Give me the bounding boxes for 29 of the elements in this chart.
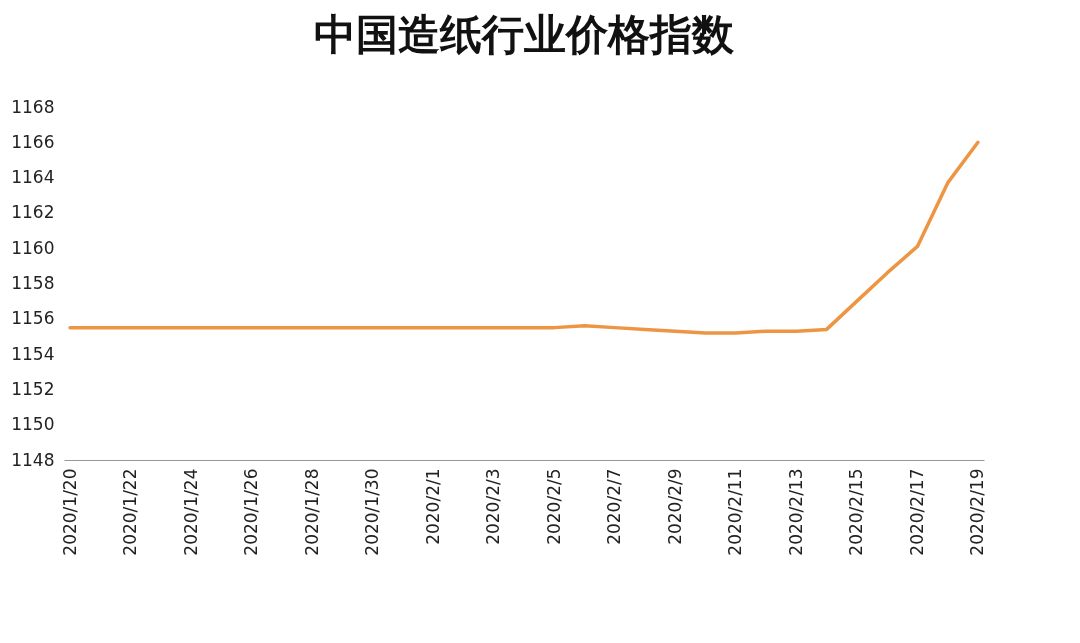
y-tick-label: 1168 <box>11 96 55 117</box>
x-tick-label: 2020/2/7 <box>604 468 625 545</box>
y-tick-label: 1148 <box>11 449 55 470</box>
x-tick-label: 2020/2/9 <box>664 468 685 545</box>
y-tick-label: 1154 <box>11 343 55 364</box>
y-tick-label: 1158 <box>11 273 55 293</box>
y-tick-label: 1166 <box>11 131 55 152</box>
x-tick-label: 2020/1/22 <box>120 468 141 556</box>
x-tick-label: 2020/1/30 <box>362 468 383 556</box>
x-tick-label: 2020/2/1 <box>422 468 443 545</box>
x-tick-label: 2020/2/11 <box>725 468 746 556</box>
x-tick-label: 2020/2/15 <box>846 468 867 556</box>
x-tick-label: 2020/2/17 <box>906 468 927 556</box>
x-tick-label: 2020/1/20 <box>59 468 80 556</box>
y-tick-label: 1162 <box>11 202 55 223</box>
x-tick-label: 2020/2/19 <box>967 468 988 556</box>
y-tick-label: 1156 <box>11 308 55 329</box>
line-series <box>68 140 980 335</box>
chart-title: 中国造纸行业价格指数 <box>314 10 735 59</box>
y-tick-label: 1152 <box>11 378 55 399</box>
x-tick-label: 2020/2/13 <box>785 468 806 556</box>
x-tick-label: 2020/2/3 <box>483 468 504 545</box>
x-tick-label: 2020/1/28 <box>301 468 322 556</box>
y-tick-label: 1160 <box>11 237 55 258</box>
x-tick-label: 2020/1/24 <box>180 468 201 556</box>
y-tick-label: 1164 <box>11 167 55 188</box>
x-tick-label: 2020/1/26 <box>241 468 262 556</box>
y-tick-label: 1150 <box>11 414 55 435</box>
x-tick-label: 2020/2/5 <box>543 468 564 545</box>
